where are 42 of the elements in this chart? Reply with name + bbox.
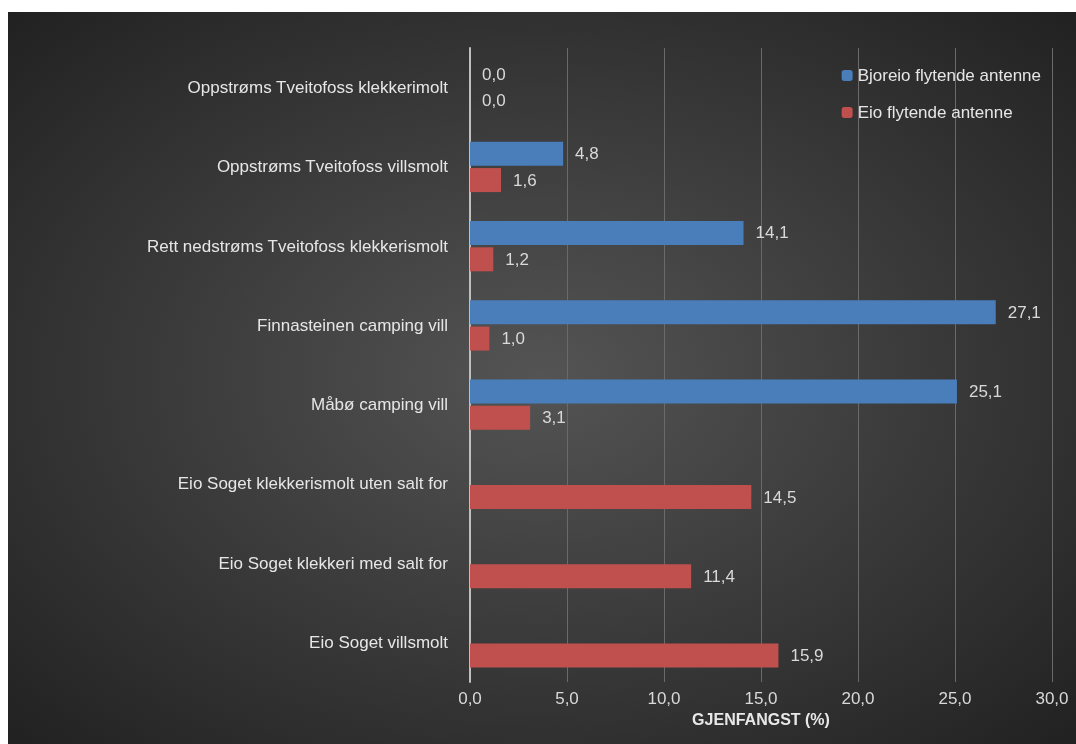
bar: [470, 643, 779, 668]
data-label: 27,1: [1007, 302, 1041, 322]
legend-label: Eio flytende antenne: [857, 103, 1013, 122]
bar: [470, 141, 564, 166]
x-tick-label: 30,0: [1035, 689, 1069, 708]
data-label: 25,1: [968, 381, 1003, 401]
bar: [470, 168, 502, 193]
x-tick-label: 0,0: [458, 689, 482, 708]
data-label: 14,5: [763, 487, 797, 507]
data-label: 1,6: [513, 170, 537, 190]
bar: [470, 564, 692, 589]
legend-label: Bjoreio flytende antenne: [857, 66, 1041, 85]
data-label: 11,4: [703, 566, 735, 586]
y-tick-label: Måbø camping vill: [311, 395, 448, 415]
bar: [470, 405, 531, 430]
y-tick-label: Rett nedstrøms Tveitofoss klekkerismolt: [146, 236, 449, 256]
bar: [470, 247, 494, 272]
bar: [470, 300, 996, 325]
data-label: 1,0: [501, 329, 526, 349]
x-axis-title: GJENFANGST (%): [692, 711, 830, 729]
x-tick-label: 5,0: [555, 689, 579, 708]
y-tick-label: Eio Soget villsmolt: [309, 632, 449, 652]
y-tick-label: Oppstrøms Tveitofoss villsmolt: [216, 157, 449, 177]
bar: [470, 326, 490, 351]
y-tick-label: Oppstrøms Tveitofoss klekkerimolt: [187, 78, 449, 98]
x-tick-label: 25,0: [938, 689, 972, 708]
bar: [470, 220, 744, 245]
data-label: 15,9: [790, 646, 824, 666]
y-tick-label: Finnasteinen camping vill: [257, 315, 448, 335]
data-label: 4,8: [575, 144, 599, 164]
x-tick-label: 10,0: [647, 689, 681, 708]
bar: [470, 485, 752, 510]
data-label: 0,0: [482, 64, 506, 84]
data-label: 0,0: [482, 91, 506, 111]
x-tick-label: 20,0: [841, 689, 875, 708]
data-label: 3,1: [542, 408, 566, 428]
data-label: 14,1: [755, 223, 789, 243]
bar: [470, 379, 957, 404]
x-tick-label: 15,0: [744, 689, 778, 708]
y-tick-label: Eio Soget klekkeri med salt for: [218, 553, 449, 573]
data-label: 1,2: [505, 249, 529, 269]
y-tick-label: Eio Soget klekkerismolt uten salt for: [177, 474, 449, 494]
